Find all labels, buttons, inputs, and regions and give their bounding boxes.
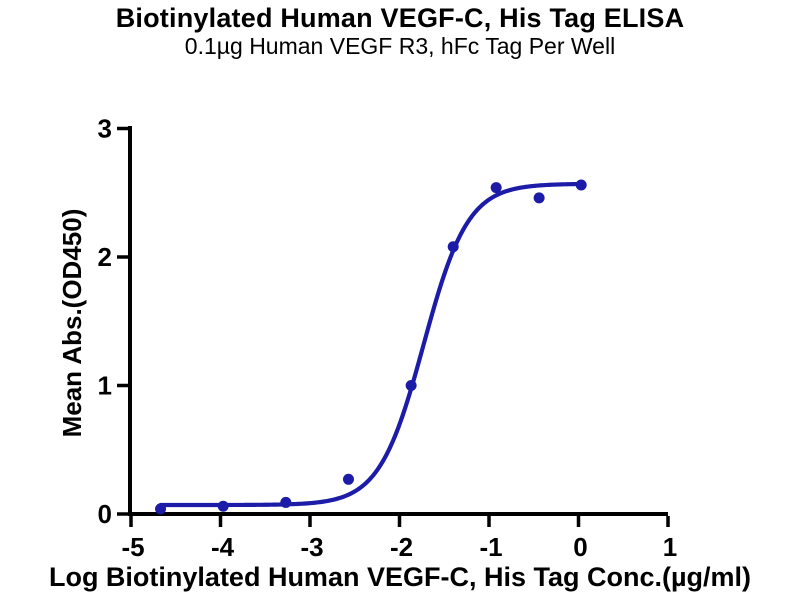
x-tick-label: -3 xyxy=(300,532,323,562)
x-tick-label: -2 xyxy=(390,532,413,562)
y-tick-label: 2 xyxy=(98,242,112,272)
data-point xyxy=(342,473,354,485)
y-tick-label: 0 xyxy=(98,499,112,529)
x-axis-label: Log Biotinylated Human VEGF-C, His Tag C… xyxy=(48,562,752,592)
data-point xyxy=(447,241,459,253)
data-point xyxy=(405,380,417,391)
x-tick-label: -5 xyxy=(121,532,144,562)
data-point xyxy=(575,179,587,191)
y-tick-label: 3 xyxy=(98,114,112,144)
fit-curve xyxy=(158,181,584,508)
y-tick-label: 1 xyxy=(98,371,112,401)
y-axis-label: Mean Abs.(OD450) xyxy=(57,208,87,438)
data-point xyxy=(280,496,292,508)
data-point xyxy=(490,182,502,194)
x-tick-label: 1 xyxy=(663,532,677,562)
chart-title: Biotinylated Human VEGF-C, His Tag ELISA xyxy=(115,3,685,33)
data-point xyxy=(533,192,545,204)
x-tick-label: 0 xyxy=(573,532,587,562)
x-tick-label: -1 xyxy=(479,532,502,562)
chart-subtitle: 0.1µg Human VEGF R3, hFc Tag Per Well xyxy=(184,33,616,59)
x-tick-label: -4 xyxy=(211,532,235,562)
data-point xyxy=(217,500,229,512)
data-point xyxy=(155,503,167,515)
